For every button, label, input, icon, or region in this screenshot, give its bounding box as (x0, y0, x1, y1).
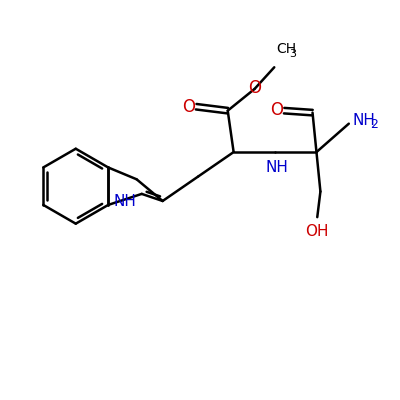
Text: O: O (182, 98, 196, 116)
Text: 2: 2 (370, 118, 378, 131)
Text: NH: NH (113, 194, 136, 209)
Text: O: O (270, 101, 284, 119)
Text: NH: NH (266, 160, 288, 175)
Text: O: O (248, 79, 261, 97)
Text: 3: 3 (289, 49, 296, 59)
Text: NH: NH (353, 113, 376, 128)
Text: CH: CH (276, 42, 296, 56)
Text: OH: OH (306, 224, 329, 239)
